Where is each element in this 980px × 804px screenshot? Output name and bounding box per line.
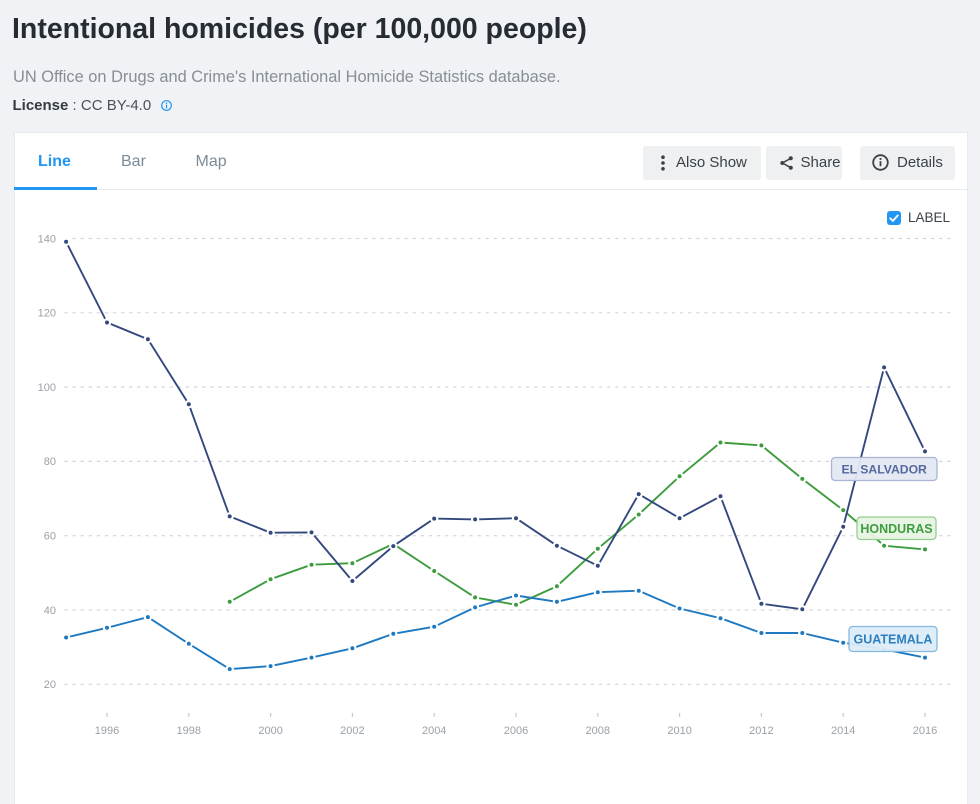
svg-text:20: 20 (44, 679, 56, 691)
svg-text:HONDURAS: HONDURAS (860, 522, 932, 536)
svg-text:40: 40 (44, 605, 56, 617)
svg-text:2012: 2012 (749, 725, 773, 737)
svg-text:2010: 2010 (667, 725, 691, 737)
svg-text:EL SALVADOR: EL SALVADOR (842, 463, 928, 477)
svg-text:1996: 1996 (95, 725, 119, 737)
svg-text:2000: 2000 (258, 725, 282, 737)
svg-text:2006: 2006 (504, 725, 528, 737)
svg-text:60: 60 (44, 531, 56, 543)
svg-text:80: 80 (44, 456, 56, 468)
svg-text:2002: 2002 (340, 725, 364, 737)
svg-text:2014: 2014 (831, 725, 855, 737)
svg-text:120: 120 (38, 308, 56, 320)
svg-text:2004: 2004 (422, 725, 446, 737)
svg-text:GUATEMALA: GUATEMALA (854, 633, 933, 647)
svg-text:100: 100 (38, 382, 56, 394)
svg-text:2016: 2016 (913, 725, 937, 737)
svg-text:1998: 1998 (177, 725, 201, 737)
svg-text:140: 140 (38, 233, 56, 245)
svg-text:2008: 2008 (586, 725, 610, 737)
